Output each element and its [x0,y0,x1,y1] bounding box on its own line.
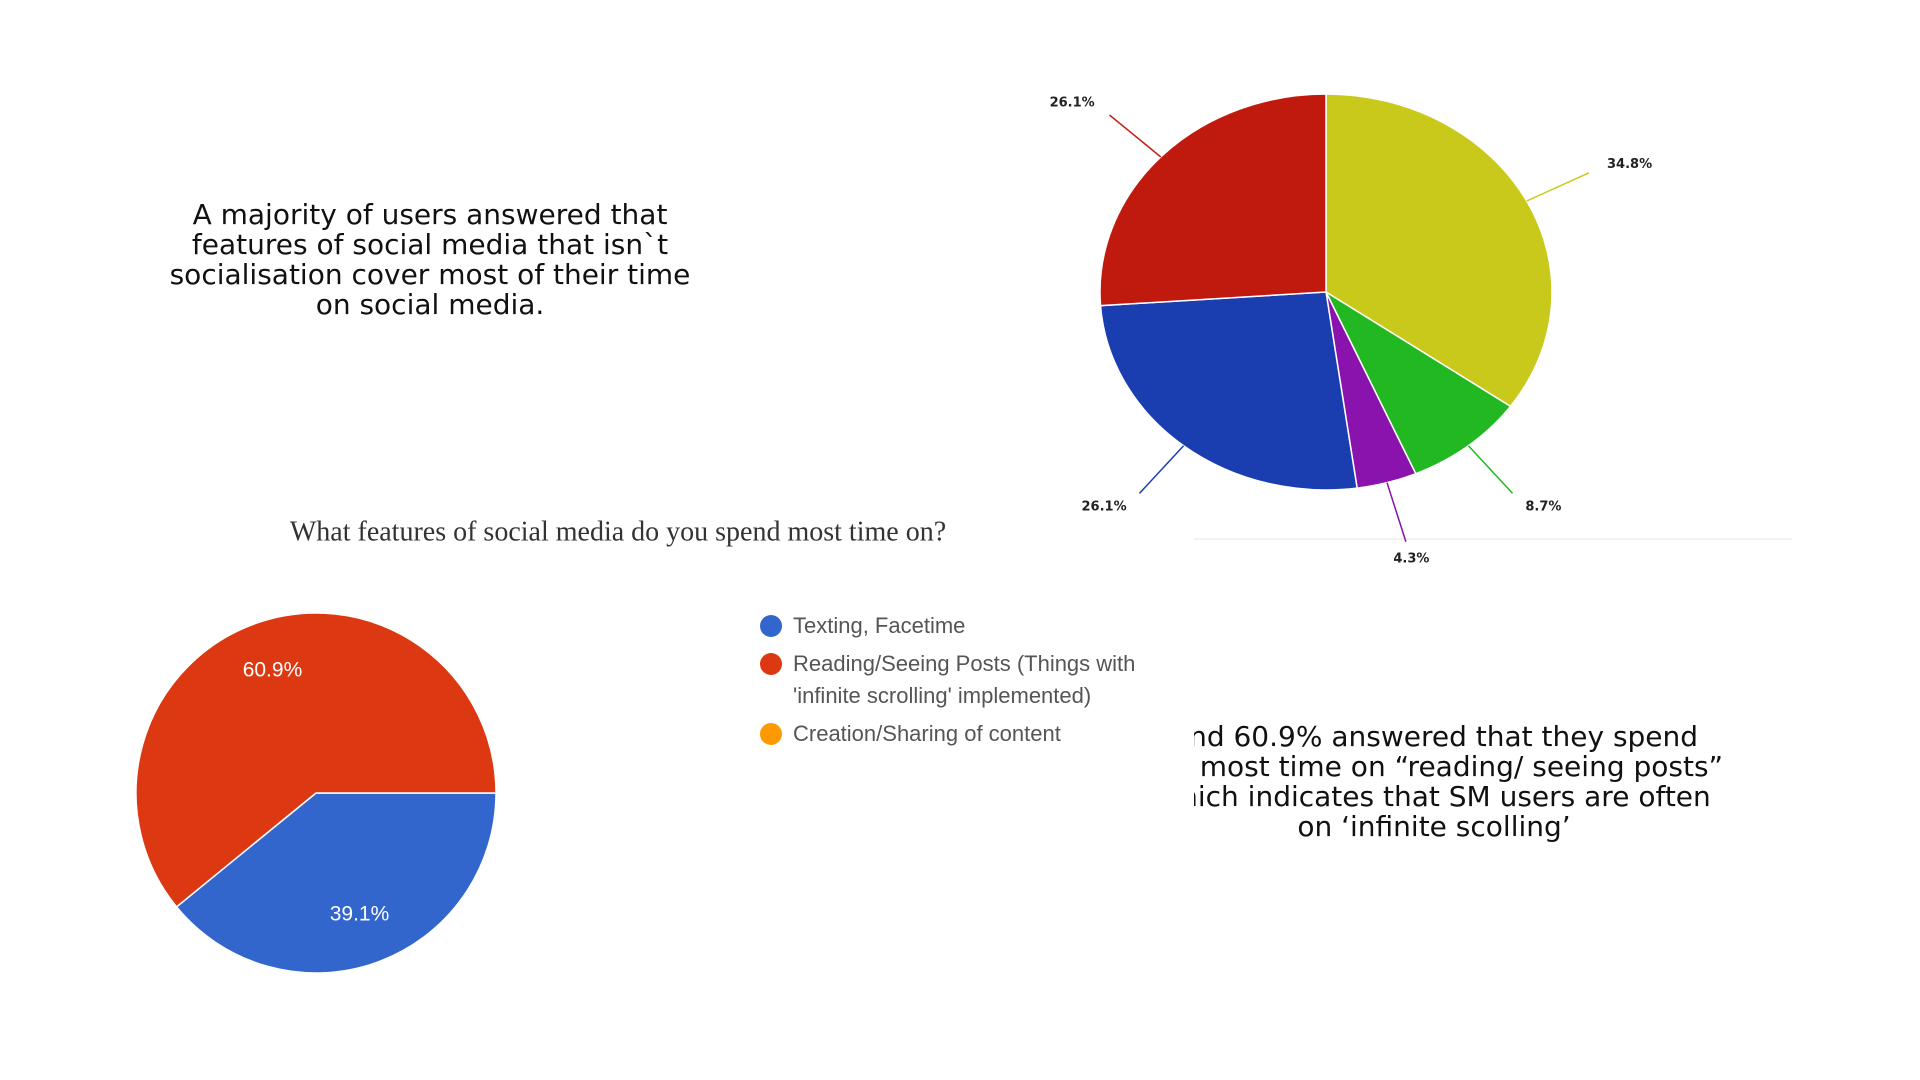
chart-title: What features of social media do you spe… [290,516,946,547]
legend-entry: Texting, Facetime [793,613,966,638]
data-label: 26.1% [1050,95,1095,110]
pie-slice [175,792,497,974]
pie-slice [1325,93,1553,408]
leader-line [1467,445,1514,494]
legend-swatch [760,653,782,675]
data-label: 39.1% [330,903,390,926]
legend-swatch [760,723,782,745]
data-label: 34.8% [1607,157,1652,172]
data-label: 8.7% [1525,500,1561,515]
pie-slice [1099,93,1327,307]
data-label: 60.9% [243,658,303,681]
legend-swatch [760,615,782,637]
leader-line [1386,482,1407,542]
data-label: 26.1% [1082,500,1127,515]
note: A majority of users answered that featur… [169,198,691,321]
data-label: 4.3% [1393,551,1429,566]
pie-slice [1324,289,1512,475]
pie-slice [1099,291,1359,491]
leader-line [1138,445,1185,494]
note-clip: And 60.9% answered that they spend the m… [1194,722,1794,882]
leader-line [1109,114,1162,158]
pie-slice [135,612,497,908]
legend-entry: Creation/Sharing of content [793,721,1061,746]
note: And 60.9% answered that they spend the m… [1194,722,1724,843]
legend-entry: Reading/Seeing Posts (Things with 'infin… [793,651,1136,708]
leader-line [1526,172,1590,202]
